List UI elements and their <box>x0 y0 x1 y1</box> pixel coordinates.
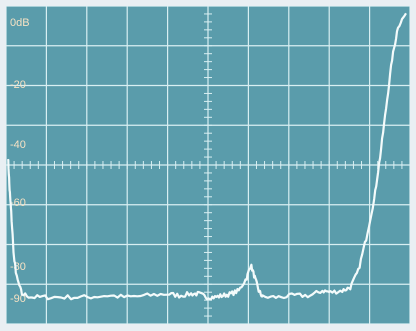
y-label-minus60: -60 <box>10 197 26 209</box>
spectrum-trace <box>6 12 407 301</box>
y-label-0db: 0dB <box>10 17 30 29</box>
y-label-minus20: -20 <box>10 79 26 91</box>
y-label-minus80: -80 <box>10 261 26 273</box>
y-label-minus40: -40 <box>10 139 26 151</box>
amplitude-labels: 0dB -20 -40 -60 -80 -90 <box>10 17 30 305</box>
spectrum-display: 0dB -20 -40 -60 -80 -90 <box>6 6 410 324</box>
graticule <box>6 6 410 324</box>
y-label-minus90: -90 <box>10 293 26 305</box>
